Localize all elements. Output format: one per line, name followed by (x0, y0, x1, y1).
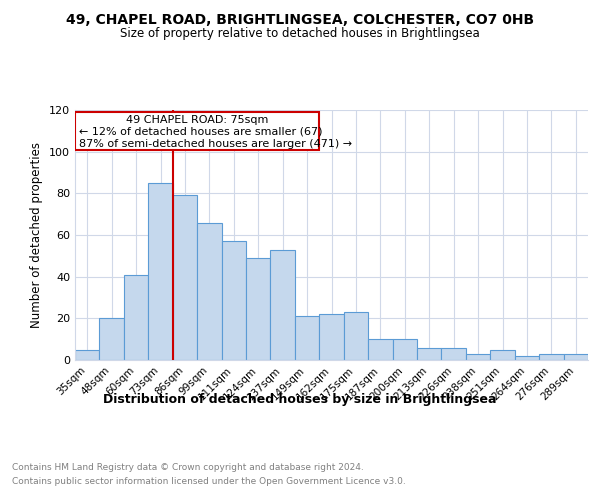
Bar (221, 242, 246, 360)
Bar (271, 250, 295, 360)
Text: Distribution of detached houses by size in Brightlingsea: Distribution of detached houses by size … (103, 392, 497, 406)
Bar (148, 183, 173, 360)
Bar (124, 274, 148, 360)
Bar (295, 316, 319, 360)
Bar (344, 312, 368, 360)
Bar (319, 314, 344, 360)
Bar (173, 196, 197, 360)
Text: Size of property relative to detached houses in Brightlingsea: Size of property relative to detached ho… (120, 28, 480, 40)
Text: Contains public sector information licensed under the Open Government Licence v3: Contains public sector information licen… (12, 478, 406, 486)
Bar (246, 258, 271, 360)
Bar (392, 339, 417, 360)
Y-axis label: Number of detached properties: Number of detached properties (31, 142, 43, 328)
Bar (75, 112, 319, 150)
Bar (466, 354, 490, 360)
Bar (368, 339, 392, 360)
Bar (515, 356, 539, 360)
Bar (197, 222, 221, 360)
Bar (563, 354, 588, 360)
Text: 49 CHAPEL ROAD: 75sqm: 49 CHAPEL ROAD: 75sqm (126, 115, 268, 125)
Text: 87% of semi-detached houses are larger (471) →: 87% of semi-detached houses are larger (… (79, 139, 352, 149)
Text: Contains HM Land Registry data © Crown copyright and database right 2024.: Contains HM Land Registry data © Crown c… (12, 462, 364, 471)
Bar (417, 348, 442, 360)
Bar (490, 350, 515, 360)
Bar (539, 354, 563, 360)
Text: ← 12% of detached houses are smaller (67): ← 12% of detached houses are smaller (67… (79, 126, 322, 136)
Text: 49, CHAPEL ROAD, BRIGHTLINGSEA, COLCHESTER, CO7 0HB: 49, CHAPEL ROAD, BRIGHTLINGSEA, COLCHEST… (66, 12, 534, 26)
Bar (100, 318, 124, 360)
Bar (75, 350, 100, 360)
Bar (442, 348, 466, 360)
